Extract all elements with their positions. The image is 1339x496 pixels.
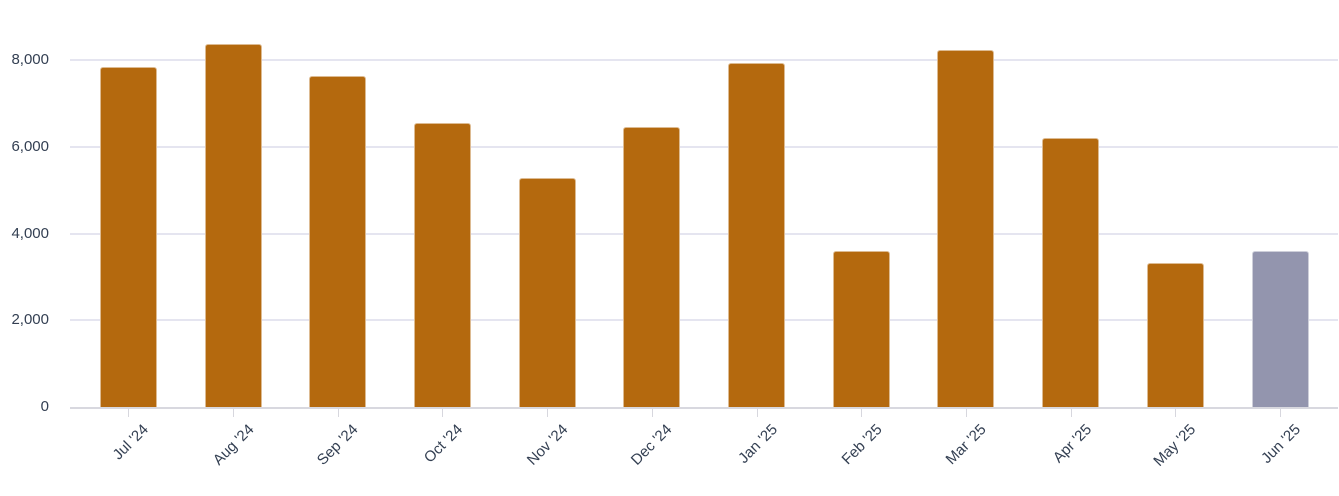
x-axis-tick [442,409,444,417]
bar-oct-24[interactable] [413,123,471,407]
x-axis-tick [651,409,653,417]
y-axis-tick-label: 6,000 [11,138,49,156]
x-axis-tick [756,409,758,417]
bar-mar-25[interactable] [937,50,995,407]
bar-sep-24[interactable] [309,75,367,407]
x-axis-tick-label: Sep '24 [314,421,362,469]
x-axis-tick-label: Dec '24 [628,421,676,469]
y-axis-tick-label: 8,000 [11,51,49,69]
x-axis-tick-label: Jul '24 [109,421,153,464]
x-axis-tick [1175,409,1177,417]
x-axis-tick-label: Jan '25 [734,421,781,467]
bar-aug-24[interactable] [204,43,262,407]
x-axis-tick-label: Mar '25 [942,421,990,469]
bar-jan-25[interactable] [728,62,785,407]
x-axis-tick [1070,409,1072,417]
x-axis-tick [337,409,339,417]
x-axis-tick-label: Oct '24 [421,421,467,467]
x-axis-tick-label: Aug '24 [209,421,258,469]
x-axis-tick-label: Apr '25 [1049,421,1095,467]
y-axis-tick-label: 0 [40,398,49,415]
y-axis-tick-label: 4,000 [11,224,49,242]
bar-may-25[interactable] [1146,262,1204,407]
bar-jun-25[interactable] [1251,251,1309,407]
x-axis-tick-label: Feb '25 [838,421,886,469]
x-axis-line [70,407,1338,409]
x-axis-tick [965,409,967,417]
bar-dec-24[interactable] [623,126,681,407]
x-axis-tick [547,409,549,417]
bar-nov-24[interactable] [518,178,576,407]
x-axis-tick [1280,409,1281,417]
x-axis-tick [128,409,130,417]
x-axis-tick [861,409,863,417]
x-axis-tick-label: Jun '25 [1258,421,1305,467]
bar-jul-24[interactable] [99,67,157,407]
x-axis-tick [233,409,234,417]
x-axis-tick-label: May '25 [1150,421,1200,470]
x-axis-tick-label: Nov '24 [523,421,572,469]
bar-apr-25[interactable] [1042,138,1100,407]
y-axis-tick-label: 2,000 [11,311,49,329]
bar-feb-25[interactable] [832,251,890,407]
